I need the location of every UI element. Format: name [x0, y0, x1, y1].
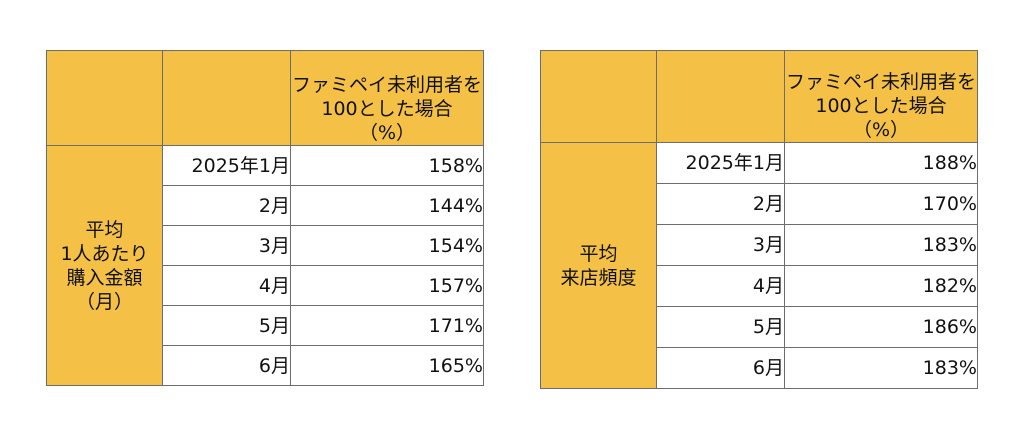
header-ratio-cell: ファミペイ未利用者を 100とした場合 （%） — [784, 50, 978, 143]
table-row: 2月 144% — [47, 185, 484, 226]
value-cell: 186% — [784, 306, 978, 348]
table-row: 3月 154% — [47, 225, 484, 266]
table-row: 2月 170% — [541, 183, 978, 225]
table-row: 5月 171% — [47, 305, 484, 346]
purchase-amount-table: ファミペイ未利用者を 100とした場合 （%） 平均 1人あたり 購入金額 （月… — [46, 50, 484, 386]
value-cell: 183% — [784, 347, 978, 389]
month-cell: 4月 — [162, 265, 291, 306]
table-row: 4月 182% — [541, 265, 978, 307]
value-cell: 188% — [784, 142, 978, 184]
month-cell: 5月 — [162, 305, 291, 346]
table-row: 平均 来店頻度 2025年1月 188% — [540, 142, 978, 389]
value-cell: 171% — [290, 305, 484, 346]
table-row: 3月 183% — [541, 224, 978, 266]
month-cell: 5月 — [656, 306, 785, 348]
value-cell: 165% — [290, 345, 484, 386]
header-month-cell — [656, 50, 785, 143]
header-month-cell — [162, 50, 291, 146]
month-cell: 2025年1月 — [162, 145, 291, 186]
value-cell: 158% — [290, 145, 484, 186]
table-row: 4月 157% — [47, 265, 484, 306]
header-row: ファミペイ未利用者を 100とした場合 （%） — [46, 50, 484, 146]
value-cell: 170% — [784, 183, 978, 225]
row-label-visit-frequency: 平均 来店頻度 — [540, 142, 657, 389]
header-corner-cell — [46, 50, 163, 146]
table-row: 平均 1人あたり 購入金額 （月） 2025年1月 158% — [46, 145, 484, 386]
row-label-avg-purchase: 平均 1人あたり 購入金額 （月） — [46, 145, 163, 386]
month-cell: 2月 — [162, 185, 291, 226]
month-cell: 6月 — [162, 345, 291, 386]
header-ratio-cell: ファミペイ未利用者を 100とした場合 （%） — [290, 50, 484, 146]
header-corner-cell — [540, 50, 657, 143]
month-cell: 2025年1月 — [656, 142, 785, 184]
header-row: ファミペイ未利用者を 100とした場合 （%） — [540, 50, 978, 143]
table-row: 6月 183% — [541, 347, 978, 389]
table-row: 6月 165% — [47, 345, 484, 386]
table-row: 5月 186% — [541, 306, 978, 348]
month-cell: 2月 — [656, 183, 785, 225]
month-cell: 3月 — [162, 225, 291, 266]
month-cell: 4月 — [656, 265, 785, 307]
value-cell: 154% — [290, 225, 484, 266]
value-cell: 144% — [290, 185, 484, 226]
visit-frequency-table: ファミペイ未利用者を 100とした場合 （%） 平均 来店頻度 2025年1月 … — [540, 50, 978, 389]
value-cell: 157% — [290, 265, 484, 306]
month-cell: 3月 — [656, 224, 785, 266]
month-cell: 6月 — [656, 347, 785, 389]
value-cell: 183% — [784, 224, 978, 266]
value-cell: 182% — [784, 265, 978, 307]
